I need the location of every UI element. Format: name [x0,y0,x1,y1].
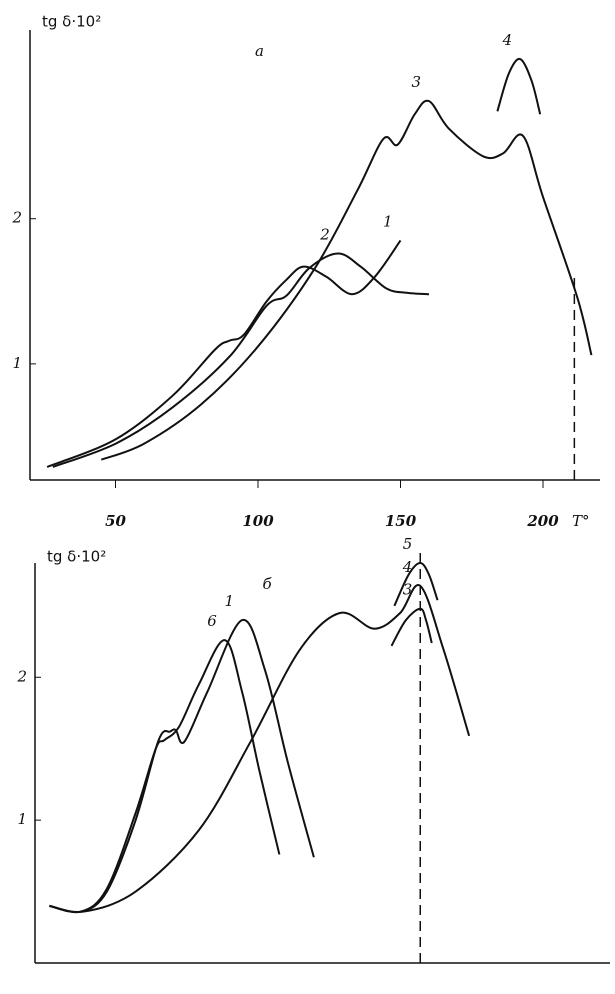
panel-label: a [255,42,264,60]
curve [49,639,281,914]
curve-label: 1 [224,592,234,610]
y-axis-label: tg δ·10² [47,548,106,566]
curve [393,561,439,607]
curve-label: 6 [207,612,217,630]
y-tick-label: 2 [11,209,22,227]
curve [49,584,471,914]
y-tick-label: 2 [16,667,27,685]
curve-label: 1 [383,212,393,230]
curve-label: 4 [502,31,513,49]
y-tick-label: 1 [12,354,22,372]
curve-label: 3 [403,581,413,599]
y-axis-label: tg δ·10² [42,13,101,31]
x-tick-label: 150 [385,512,417,530]
x-tick-label: 50 [105,512,126,530]
curve-label: 5 [403,535,413,553]
curve [100,99,593,461]
curve-label: 3 [411,73,421,91]
curve-label: 4 [402,558,413,576]
x-axis-label: T° [572,512,590,530]
curve [52,252,430,468]
curve [49,619,315,914]
panel-label: б [263,575,273,593]
x-tick-label: 200 [526,512,559,530]
y-tick-label: 1 [17,810,27,828]
curve-label: 2 [319,226,330,244]
curve [46,239,402,468]
x-tick-label: 100 [242,512,274,530]
curve [496,57,542,115]
